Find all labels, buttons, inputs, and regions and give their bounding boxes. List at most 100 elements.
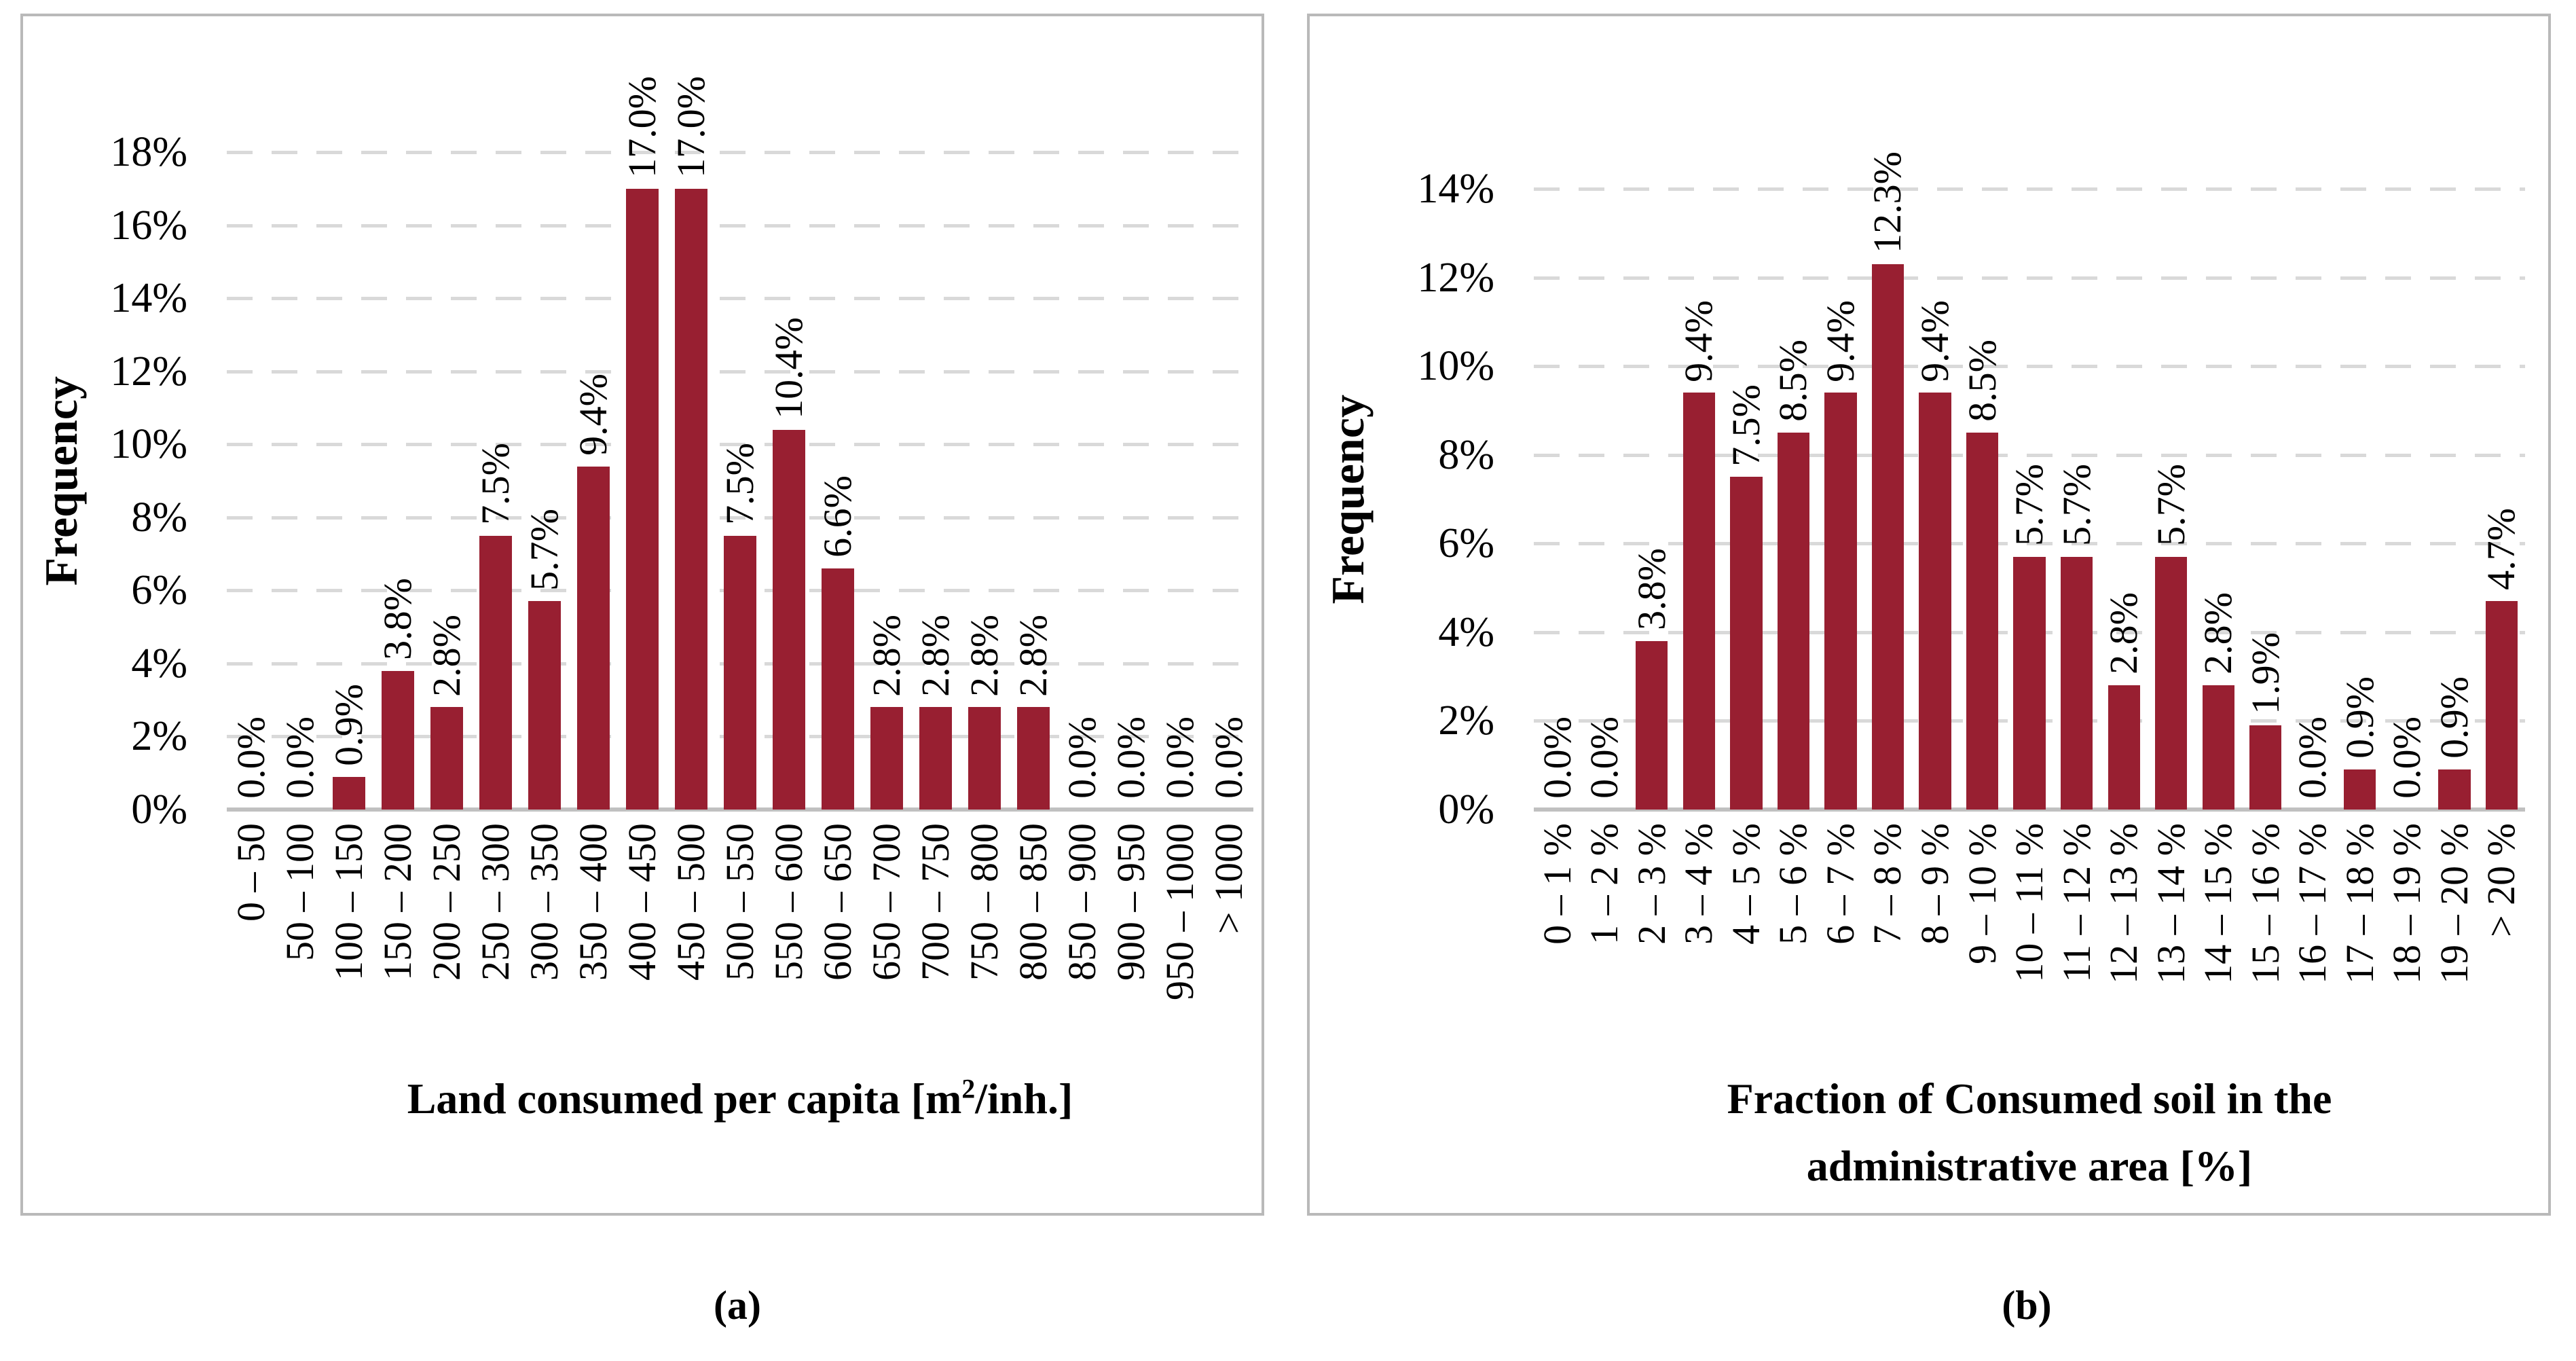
- x-tick-label: > 1000: [1207, 823, 1251, 934]
- bar-value-label: 0.0%: [1060, 716, 1104, 799]
- x-tick-label: 300 – 350: [522, 823, 566, 981]
- bar-column: 0.0%: [1156, 152, 1204, 810]
- x-tick-label: 7 – 8 %: [1865, 823, 1910, 945]
- x-axis-line: [227, 807, 1253, 812]
- x-tick-label: 400 – 450: [620, 823, 664, 981]
- bar-value-label: 0.9%: [327, 683, 371, 766]
- x-axis-line: [1534, 807, 2525, 812]
- bar: [1682, 393, 1715, 810]
- bar-value-label: 3.8%: [375, 577, 420, 660]
- x-tick-label: 0 – 1 %: [1534, 823, 1579, 945]
- bar-column: 0.0%: [227, 152, 276, 810]
- x-tick-label: 11 – 12 %: [2054, 823, 2099, 983]
- x-tick-label: 250 – 300: [473, 823, 517, 981]
- bar-column: 9.4%: [1817, 189, 1864, 810]
- y-tick-label: 10%: [110, 421, 187, 468]
- bar-column: 9.4%: [1676, 189, 1723, 810]
- x-tick-label: 3 – 4 %: [1676, 823, 1721, 945]
- x-tick-cell: 2 – 3 %: [1628, 814, 1676, 1058]
- plot-area-b: 0.0% 0.0% 3.8% 9.4% 7.5% 8.5% 9.4% 12.3% 9.4% 8.5…: [1534, 151, 2525, 812]
- y-tick-label: 12%: [1417, 254, 1494, 301]
- bar-value-label: 0.9%: [2337, 676, 2382, 759]
- bar-column: 10.4%: [765, 152, 813, 810]
- bar: [2060, 556, 2093, 810]
- bar-value-label: 9.4%: [571, 373, 615, 456]
- bar-value-label: 2.8%: [2101, 592, 2146, 675]
- bar-value-label: 5.7%: [522, 508, 566, 591]
- bar: [2249, 725, 2282, 810]
- bar-value-label: 0.0%: [1534, 716, 1579, 799]
- caption-b: (b): [2002, 1283, 2052, 1328]
- bar-column: 2.8%: [2100, 189, 2148, 810]
- y-tick-label: 4%: [1438, 609, 1494, 655]
- bar-column: 0.9%: [2431, 189, 2478, 810]
- bar-value-label: 5.7%: [2054, 464, 2099, 546]
- y-tick-label: 6%: [1438, 520, 1494, 567]
- x-tick-label: 100 – 150: [327, 823, 371, 981]
- bar-value-label: 2.8%: [962, 614, 1006, 697]
- x-axis-title-text: Land consumed per capita [m: [407, 1074, 962, 1123]
- x-axis-title-line2: administrative area [%]: [1806, 1142, 2253, 1191]
- bar-value-label: 3.8%: [1629, 548, 1674, 630]
- x-tick-label: 600 – 650: [815, 823, 860, 981]
- bar-column: 7.5%: [471, 152, 520, 810]
- bar-column: 9.4%: [1911, 189, 1959, 810]
- y-tick-label: 14%: [1417, 166, 1494, 212]
- x-tick-cell: 9 – 10 %: [1959, 814, 2006, 1058]
- x-tick-cell: 100 – 150: [325, 814, 373, 1058]
- x-axis-title-text: /inh.]: [975, 1074, 1073, 1123]
- panel-b: Frequency 14% 12% 10% 8% 6% 4% 2% 0% 0.0% 0.0% 3.…: [1307, 14, 2551, 1216]
- bar-value-label: 17.0%: [669, 75, 713, 178]
- bar-value-label: 0.0%: [278, 716, 322, 799]
- bar-column: 6.6%: [813, 152, 862, 810]
- x-tick-label: 18 – 19 %: [2385, 823, 2429, 984]
- x-tick-label: 12 – 13 %: [2101, 823, 2146, 984]
- bar: [772, 429, 806, 810]
- bar: [821, 568, 855, 810]
- bar: [479, 535, 513, 810]
- bar: [919, 707, 953, 810]
- bar-value-label: 0.0%: [1158, 716, 1202, 799]
- bar-value-label: 0.0%: [2290, 716, 2335, 799]
- x-tick-label: 550 – 600: [767, 823, 811, 981]
- gridline: [227, 297, 1253, 301]
- x-tick-label: 750 – 800: [962, 823, 1006, 981]
- x-tick-cell: 400 – 450: [618, 814, 667, 1058]
- x-tick-label: 700 – 750: [913, 823, 957, 981]
- x-tick-cell: > 1000: [1204, 814, 1253, 1058]
- y-tick-label: 8%: [1438, 431, 1494, 478]
- x-tick-cell: 6 – 7 %: [1817, 814, 1864, 1058]
- bar-value-label: 0.0%: [2385, 716, 2429, 799]
- x-tick-label: 800 – 850: [1011, 823, 1055, 981]
- bar-column: 7.5%: [716, 152, 765, 810]
- y-tick-label: 6%: [131, 567, 187, 614]
- plot-area-a: 0.0% 0.0% 0.9% 3.8% 2.8% 7.5% 5.7% 9.4% 17.0% 17.…: [227, 76, 1253, 812]
- x-tick-cell: 4 – 5 %: [1723, 814, 1770, 1058]
- bar-column: 2.8%: [862, 152, 911, 810]
- x-axis-title-superscript: 2: [961, 1074, 976, 1104]
- x-tick-label: 19 – 20 %: [2431, 823, 2476, 984]
- x-tick-label: 0 – 50: [229, 823, 273, 922]
- x-tick-label: 17 – 18 %: [2337, 823, 2382, 984]
- x-tick-cell: 200 – 250: [422, 814, 471, 1058]
- bar-column: 3.8%: [373, 152, 422, 810]
- bar-column: 0.9%: [325, 152, 373, 810]
- x-axis-title-line1: Fraction of Consumed soil in the: [1727, 1074, 2332, 1123]
- x-tick-cell: 650 – 700: [862, 814, 911, 1058]
- bar-column: 0.0%: [1581, 189, 1629, 810]
- x-tick-label: 10 – 11 %: [2007, 823, 2052, 983]
- x-tick-label: 14 – 15 %: [2196, 823, 2241, 984]
- bar-value-label: 2.8%: [864, 614, 908, 697]
- bar-value-label: 10.4%: [767, 316, 811, 419]
- x-tick-cell: 13 – 14 %: [2148, 814, 2195, 1058]
- x-axis-title-a: Land consumed per capita [m2/inh.]: [227, 1065, 1253, 1132]
- bar: [528, 601, 562, 810]
- y-tick-label: 12%: [110, 348, 187, 395]
- x-tick-cell: 600 – 650: [813, 814, 862, 1058]
- bar: [2344, 769, 2376, 810]
- x-tick-label: 6 – 7 %: [1818, 823, 1862, 945]
- x-tick-cell: 10 – 11 %: [2006, 814, 2053, 1058]
- bar-value-label: 8.5%: [1959, 340, 2004, 422]
- gridline: [1534, 542, 2525, 546]
- x-tick-label: 450 – 500: [669, 823, 713, 981]
